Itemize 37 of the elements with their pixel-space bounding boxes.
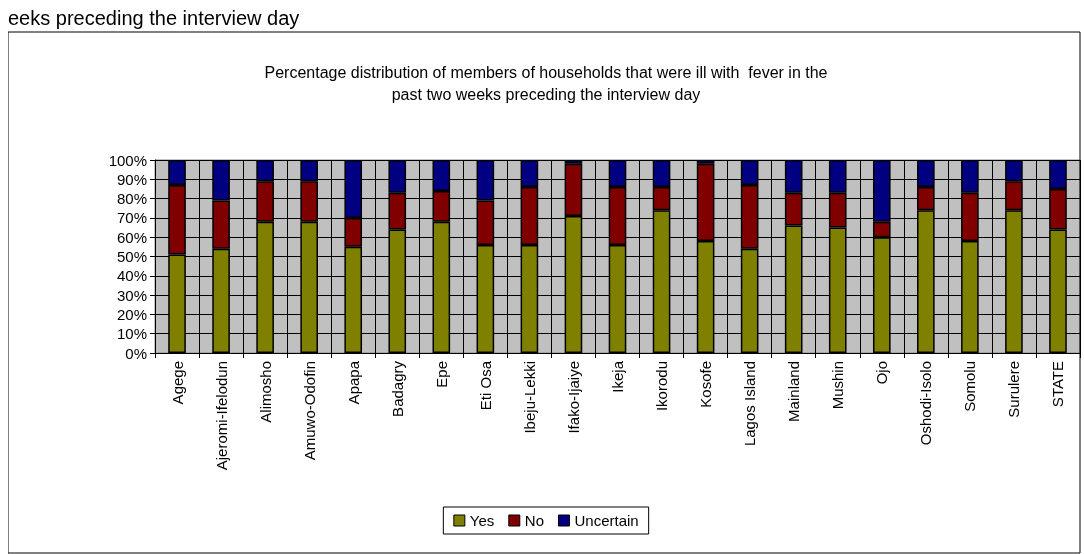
- legend-label: Yes: [469, 512, 495, 529]
- x-tick-label: Ifako-Ijaiye: [564, 361, 582, 434]
- y-tick-label: 30%: [116, 286, 147, 304]
- x-tick-label: Apapa: [344, 360, 362, 405]
- y-tick-label: 100%: [108, 151, 147, 169]
- legend-label: No: [524, 512, 544, 529]
- x-tick-label: Somolu: [961, 361, 979, 412]
- chart-title: Percentage distribution of members of households that were ill with fever in the past two weeks preceding the interview day: [264, 63, 828, 103]
- x-tick-label: Ikeja: [609, 360, 626, 393]
- y-tick-label: 40%: [116, 267, 147, 285]
- x-tick-label: Eti Osa: [476, 360, 494, 411]
- y-tick-label: 20%: [116, 305, 147, 323]
- y-tick-label: 50%: [116, 248, 147, 265]
- y-tick-label: 0%: [125, 344, 147, 362]
- x-tick-label: Epe: [432, 361, 450, 388]
- x-tick-label: Amuwo-Odofin: [300, 361, 318, 461]
- x-tick-label: Ibeju-Lekki: [520, 361, 538, 434]
- x-tick-label: Surulere: [1005, 361, 1023, 418]
- x-tick-label: Kosofe: [697, 361, 715, 408]
- x-tick-label: Agege: [168, 361, 186, 405]
- x-tick-label: Ikorodu: [653, 361, 671, 412]
- x-tick-label: Badagry: [388, 360, 406, 417]
- x-tick-label: Mushin: [829, 361, 847, 410]
- y-tick-label: 90%: [116, 170, 147, 188]
- x-tick-label: Oshodi-Isolo: [917, 361, 935, 446]
- y-tick-label: 10%: [116, 325, 147, 343]
- x-tick-label: STATE: [1049, 361, 1067, 408]
- legend-label: Uncertain: [574, 512, 639, 529]
- y-tick-label: 80%: [116, 190, 147, 208]
- x-tick-label: Mainland: [785, 361, 803, 422]
- x-tick-label: Alimosho: [256, 361, 274, 423]
- y-tick-label: 70%: [116, 209, 147, 227]
- text: eeks preceding the interview day: [8, 7, 300, 29]
- x-tick-label: Lagos Island: [741, 361, 759, 447]
- x-tick-label: Ajeromi-Ifelodun: [212, 361, 230, 471]
- x-tick-label: Ojo: [873, 361, 891, 385]
- y-tick-label: 60%: [116, 228, 147, 246]
